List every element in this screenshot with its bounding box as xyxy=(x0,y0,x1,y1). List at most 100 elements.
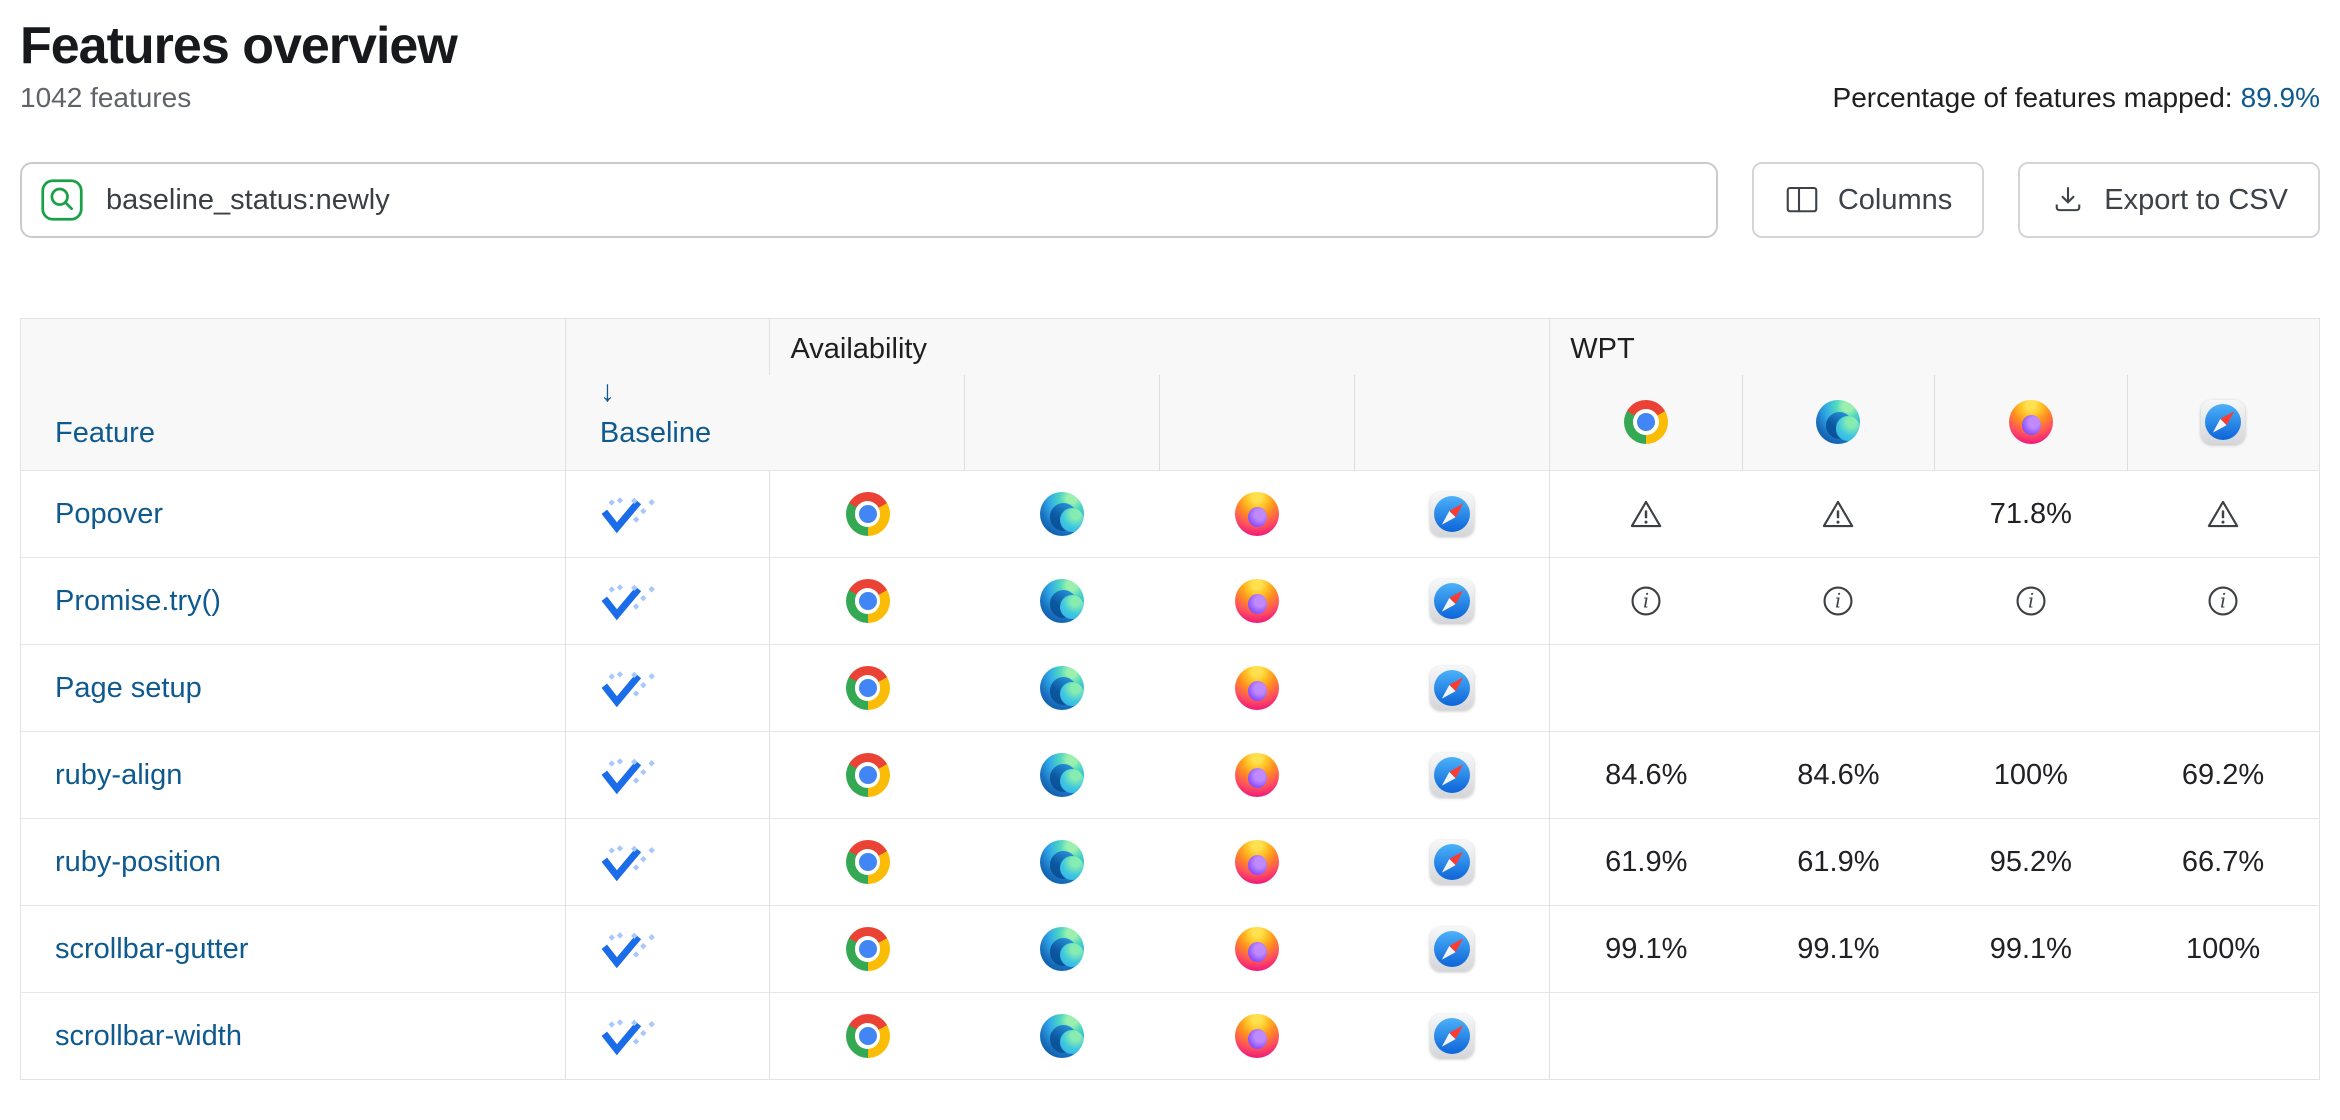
chrome-logo-icon xyxy=(845,666,890,710)
info-icon[interactable] xyxy=(2206,584,2240,618)
edge-logo-icon xyxy=(1040,492,1085,536)
search-input[interactable] xyxy=(104,182,1698,218)
chrome-logo-icon xyxy=(845,840,890,884)
wpt-score: 69.2% xyxy=(2181,758,2265,791)
compass-needle-icon xyxy=(1430,492,1474,536)
safari-logo-icon xyxy=(1430,753,1475,797)
wpt-score: 99.1% xyxy=(1989,932,2072,965)
table-row: scrollbar-width xyxy=(20,992,2320,1080)
page-title: Features overview xyxy=(20,17,458,75)
wpt-score: 100% xyxy=(2185,932,2261,965)
edge-logo-icon xyxy=(1040,927,1085,971)
info-icon[interactable] xyxy=(1629,584,1663,618)
safari-logo-icon xyxy=(1430,492,1475,536)
wpt-score: 61.9% xyxy=(1797,845,1880,878)
baseline-newly-icon xyxy=(600,495,656,534)
table-row: ruby-align 84.6% 84.6% 100% 69.2% xyxy=(20,731,2320,819)
table-row: Popover 71.8% xyxy=(20,470,2320,558)
edge-logo-icon xyxy=(1040,753,1085,797)
table-row: ruby-position 61.9% 61.9% 95.2% 66.7% xyxy=(20,818,2320,906)
compass-needle-icon xyxy=(1430,840,1474,884)
baseline-newly-icon xyxy=(600,756,656,795)
wpt-score: 100% xyxy=(1993,758,2068,791)
safari-logo-icon xyxy=(1430,666,1475,710)
wpt-score: 66.7% xyxy=(2181,845,2265,878)
feature-link[interactable]: Popover xyxy=(55,497,164,530)
features-overview-page: Features overview 1042 features Percenta… xyxy=(0,0,2340,1080)
features-mapped: Percentage of features mapped: 89.9% xyxy=(1833,82,2320,114)
chrome-logo-icon xyxy=(845,579,890,623)
feature-link[interactable]: scrollbar-width xyxy=(55,1019,242,1052)
info-icon[interactable] xyxy=(2014,584,2048,618)
chrome-logo-icon xyxy=(1623,400,1668,445)
edge-logo-icon xyxy=(1040,666,1085,710)
compass-needle-icon xyxy=(1430,666,1474,710)
column-group-wpt: WPT xyxy=(1570,333,1635,365)
baseline-newly-icon xyxy=(600,843,656,882)
export-csv-button[interactable]: Export to CSV xyxy=(2018,162,2320,238)
compass-needle-icon xyxy=(2201,400,2245,444)
wpt-score: 84.6% xyxy=(1605,758,1688,791)
column-header-baseline[interactable]: ↓ Baseline xyxy=(600,375,770,449)
search-icon xyxy=(41,179,83,221)
feature-link[interactable]: ruby-position xyxy=(55,845,222,878)
features-table-body: Popover 71.8% Promise.try() Page setup ruby-… xyxy=(20,470,2320,1080)
wpt-score: 99.1% xyxy=(1605,932,1688,965)
safari-logo-icon xyxy=(1430,579,1475,623)
columns-button[interactable]: Columns xyxy=(1751,162,1985,238)
subtitle-row: 1042 features Percentage of features map… xyxy=(20,82,2320,114)
edge-logo-icon xyxy=(1040,840,1085,884)
chrome-logo-icon xyxy=(845,1014,890,1058)
chrome-logo-icon xyxy=(845,492,890,536)
download-icon xyxy=(2055,187,2081,212)
column-header-feature[interactable]: Feature xyxy=(55,417,155,449)
safari-logo-icon xyxy=(1430,840,1475,884)
baseline-newly-icon xyxy=(600,582,656,621)
wpt-score: 95.2% xyxy=(1989,845,2072,878)
column-group-availability: Availability xyxy=(790,333,927,365)
table-row: scrollbar-gutter 99.1% 99.1% 99.1% 100% xyxy=(20,905,2320,993)
wpt-score: 71.8% xyxy=(1989,497,2072,530)
export-button-label: Export to CSV xyxy=(2104,183,2288,216)
edge-logo-icon xyxy=(1816,400,1861,445)
safari-logo-icon xyxy=(1430,1014,1475,1058)
feature-link[interactable]: Promise.try() xyxy=(55,584,221,617)
features-table: Feature ↓ Baseline Availability WPT Popov… xyxy=(20,318,2320,1080)
feature-link[interactable]: ruby-align xyxy=(55,758,183,791)
wpt-score: 99.1% xyxy=(1797,932,1880,965)
info-icon[interactable] xyxy=(1821,584,1855,618)
sort-descending-arrow-icon: ↓ xyxy=(599,375,615,408)
compass-needle-icon xyxy=(1430,579,1474,623)
compass-needle-icon xyxy=(1430,927,1474,971)
firefox-logo-icon xyxy=(1235,1014,1280,1058)
baseline-newly-icon xyxy=(600,930,656,969)
feature-count: 1042 features xyxy=(20,82,192,113)
columns-button-label: Columns xyxy=(1837,183,1953,216)
column-header-baseline-label: Baseline xyxy=(599,417,712,449)
baseline-newly-icon xyxy=(600,669,656,708)
table-row: Page setup xyxy=(20,644,2320,732)
wpt-score: 84.6% xyxy=(1797,758,1880,791)
warning-icon[interactable] xyxy=(1821,497,1855,531)
compass-needle-icon xyxy=(1430,1014,1474,1058)
warning-icon[interactable] xyxy=(1629,497,1663,531)
firefox-logo-icon xyxy=(1235,927,1280,971)
sub-header-row xyxy=(21,374,2320,471)
search-box xyxy=(20,162,1718,238)
toolbar: Columns Export to CSV xyxy=(20,162,2320,238)
chrome-logo-icon xyxy=(845,753,890,797)
warning-icon[interactable] xyxy=(2206,497,2240,531)
firefox-logo-icon xyxy=(1235,492,1280,536)
firefox-logo-icon xyxy=(2008,400,2053,445)
features-mapped-link[interactable]: 89.9% xyxy=(2240,82,2320,113)
baseline-newly-icon xyxy=(600,1017,656,1056)
table-row: Promise.try() xyxy=(20,557,2320,645)
features-mapped-label: Percentage of features mapped: xyxy=(1832,82,2233,113)
columns-icon xyxy=(1786,186,1818,213)
edge-logo-icon xyxy=(1040,579,1085,623)
firefox-logo-icon xyxy=(1235,840,1280,884)
feature-link[interactable]: scrollbar-gutter xyxy=(55,932,249,965)
edge-logo-icon xyxy=(1040,1014,1085,1058)
feature-link[interactable]: Page setup xyxy=(55,671,202,704)
safari-logo-icon xyxy=(1430,927,1475,971)
